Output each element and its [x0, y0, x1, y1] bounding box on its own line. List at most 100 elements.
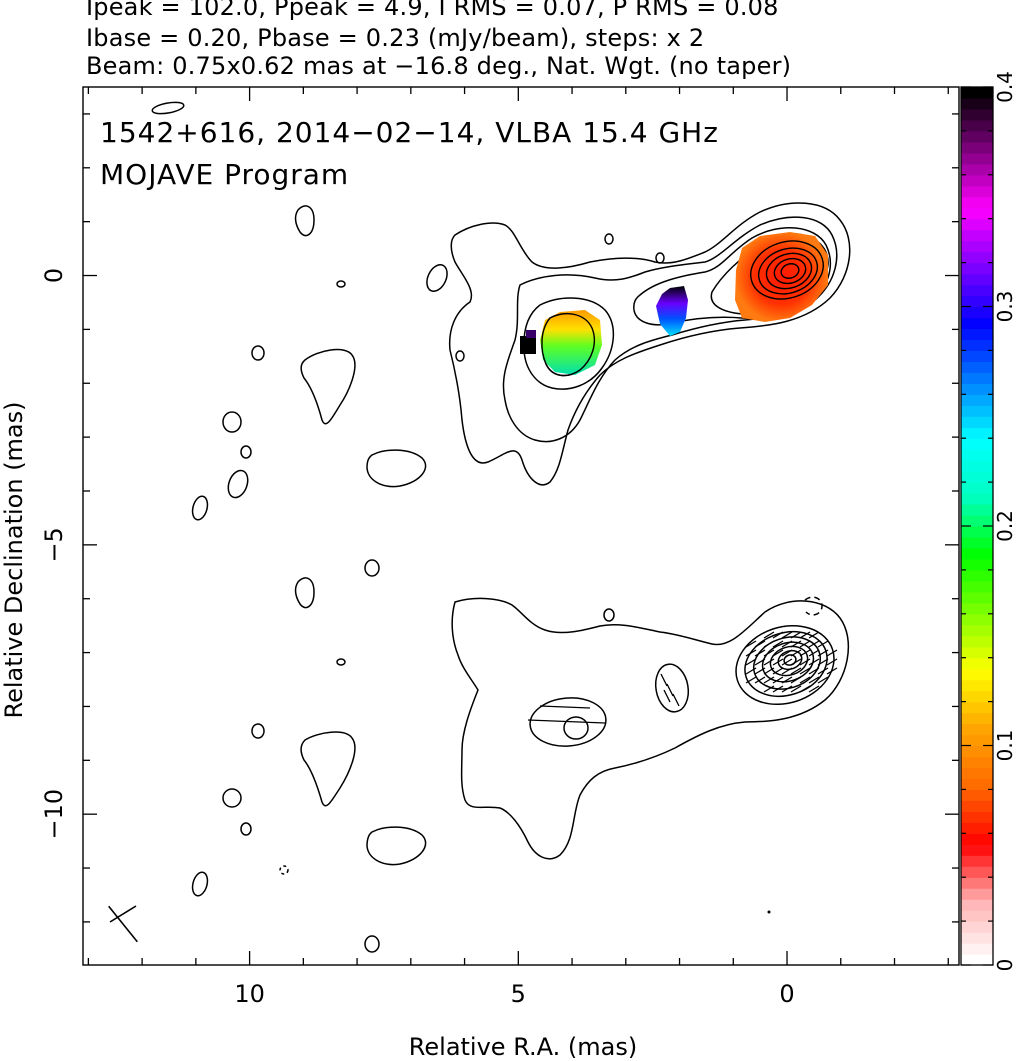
evpa-stick [539, 705, 591, 709]
colorbar-segment [961, 888, 993, 900]
evpa-stick [799, 658, 811, 666]
evpa-stick [745, 676, 757, 684]
colorbar-segment [961, 328, 993, 341]
evpa-stick [754, 676, 766, 684]
evpa-stick [799, 640, 811, 648]
x-axis-label: Relative R.A. (mas) [409, 1033, 637, 1061]
colorbar-segment [961, 87, 993, 99]
evpa-stick [763, 658, 775, 666]
evpa-stick [781, 631, 793, 639]
core-pol-patch [735, 232, 828, 322]
colorbar-segment [961, 547, 993, 560]
colorbar-segment [961, 394, 993, 406]
evpa-stick [790, 676, 802, 684]
colorbar-segment [961, 130, 993, 143]
evpa-stick [754, 640, 766, 648]
evpa-stick [763, 676, 775, 684]
colorbar-segment [961, 449, 993, 461]
colorbar-segment [961, 756, 993, 769]
colorbar-segment [961, 240, 993, 253]
evpa-stick [808, 640, 820, 648]
colorbar-segment [961, 844, 993, 856]
colorbar-segment [961, 910, 993, 922]
evpa-stick [666, 683, 674, 697]
evpa-stick [781, 685, 793, 693]
colorbar-segment [961, 767, 993, 780]
evpa-stick [754, 649, 766, 657]
evpa-stick [808, 631, 820, 639]
evpa-stick [763, 631, 775, 639]
evpa-stick [808, 649, 820, 657]
colorbar-segment [961, 306, 993, 319]
evpa-stick [781, 658, 793, 666]
evpa-stick [745, 667, 757, 675]
colorbar-segment [961, 613, 993, 626]
colorbar-segment [961, 657, 993, 670]
colorbar-segment [961, 712, 993, 725]
colorbar-segment [961, 119, 993, 132]
intensity-contours-bottom [191, 559, 850, 953]
evpa-stick [808, 658, 820, 666]
colorbar-segment [961, 602, 993, 615]
evpa-stick [754, 667, 766, 675]
colorbar-segment [961, 690, 993, 703]
evpa-stick [817, 667, 829, 675]
colorbar-segment [961, 899, 993, 911]
colorbar-segment [961, 295, 993, 308]
evpa-stick [790, 640, 802, 648]
evpa-stick [781, 676, 793, 684]
evpa-stick [781, 667, 793, 675]
evpa-stick [763, 685, 775, 693]
colorbar-segment [961, 811, 993, 823]
knot-pol-patch [540, 310, 602, 375]
colorbar-segment [961, 405, 993, 417]
colorbar-segment [961, 536, 993, 549]
evpa-stick [817, 676, 829, 684]
colorbar-segment [961, 471, 993, 483]
plot-frame [82, 86, 960, 966]
colorbar-segment [961, 372, 993, 384]
colorbar-segment [961, 800, 993, 812]
evpa-vectors [527, 631, 838, 724]
colorbar-segment [961, 262, 993, 275]
colorbar-segment [961, 866, 993, 878]
evpa-stick [763, 640, 775, 648]
evpa-stick [799, 685, 811, 693]
colorbar-segment [961, 438, 993, 450]
evpa-stick [790, 667, 802, 675]
colorbar-segment [961, 646, 993, 659]
colorbar-segment [961, 701, 993, 714]
colorbar-segment [961, 361, 993, 373]
colorbar-segment [961, 569, 993, 582]
colorbar-segment [961, 932, 993, 944]
colorbar-segment [961, 108, 993, 121]
y-axis-ticks: 0 −5 −10 [40, 113, 959, 923]
colorbar-segment [961, 185, 993, 198]
evpa-stick [781, 640, 793, 648]
source-title: 1542+616, 2014−02−14, VLBA 15.4 GHz [100, 116, 719, 149]
evpa-stick [799, 649, 811, 657]
colorbar-segment [961, 152, 993, 165]
colorbar-segment [961, 273, 993, 286]
evpa-stick [772, 667, 784, 675]
colorbar-segment [961, 339, 993, 351]
colorbar-segment [961, 427, 993, 439]
colorbar-tick-label: 0.3 [993, 291, 1017, 323]
colorbar-segment [961, 855, 993, 867]
knot-pol-edge [520, 336, 536, 354]
evpa-stick [826, 649, 838, 657]
evpa-stick [799, 676, 811, 684]
evpa-stick [790, 685, 802, 693]
x-tick-label: 0 [779, 980, 794, 1008]
colorbar-segment [961, 460, 993, 472]
colorbar-segment [961, 174, 993, 187]
x-tick-label: 5 [511, 980, 526, 1008]
colorbar-segment [961, 493, 993, 505]
colorbar-segment [961, 921, 993, 933]
colorbar-segment [961, 163, 993, 176]
colorbar-segment [961, 207, 993, 220]
inner-knot-pol-patch [656, 286, 688, 336]
colorbar-segment [961, 833, 993, 845]
evpa-stick [772, 658, 784, 666]
